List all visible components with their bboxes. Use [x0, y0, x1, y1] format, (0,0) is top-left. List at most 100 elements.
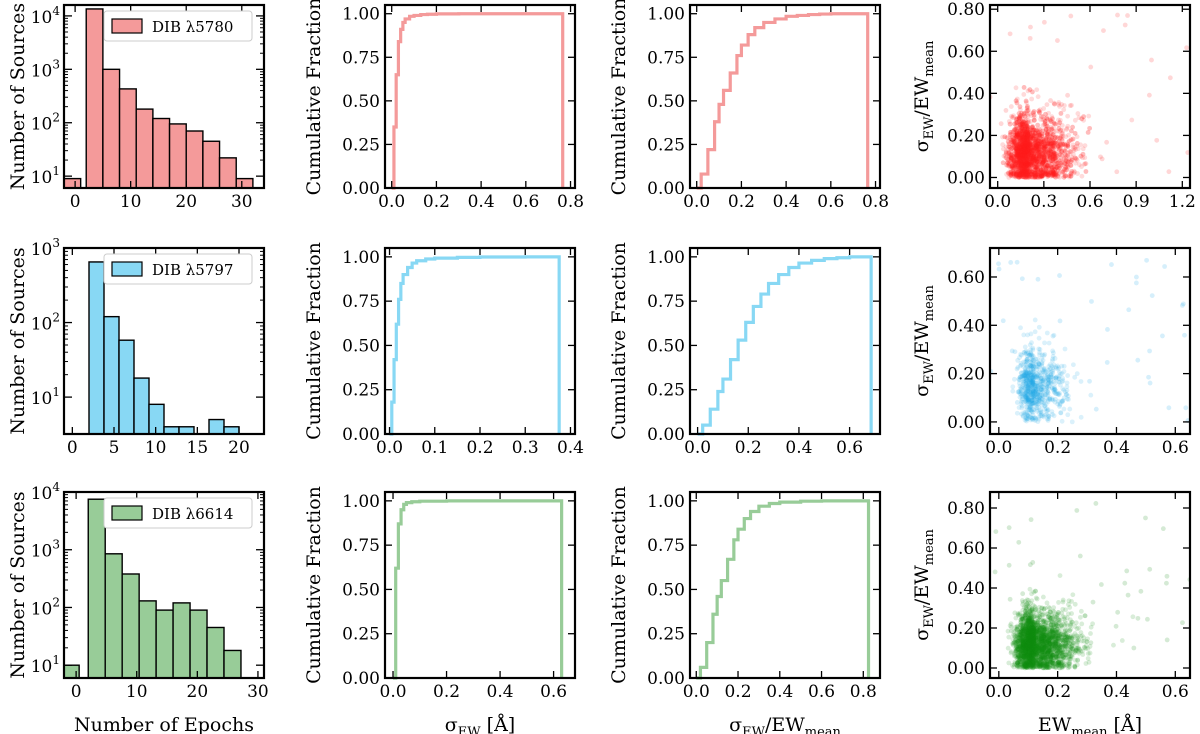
scatter-point [1044, 157, 1050, 162]
scatter-point [1013, 169, 1019, 174]
scatter-point [1015, 164, 1021, 170]
scatter-point [1025, 146, 1031, 152]
scatter-point [1024, 147, 1030, 153]
scatter-point [1031, 147, 1036, 153]
scatter-point [1026, 394, 1031, 400]
scatter-point [1028, 141, 1034, 147]
scatter-point [1033, 165, 1039, 170]
cdf-y-tick-label-0: 0.00 [342, 669, 380, 689]
cdf-y-tick-label-2: 0.50 [647, 92, 685, 112]
scatter-point [1041, 158, 1047, 164]
scatter-point [1017, 139, 1022, 145]
scatter-point [1023, 147, 1029, 153]
scatter-point [1030, 347, 1036, 353]
scatter-point [1014, 131, 1020, 137]
scatter-point [1016, 389, 1022, 394]
scatter-point [1017, 377, 1023, 382]
scatter-point [1020, 142, 1026, 147]
scatter-point [1056, 147, 1062, 152]
scatter-point [1019, 145, 1025, 151]
scatter-point [1039, 114, 1044, 119]
scatter-point [1022, 145, 1028, 150]
scatter-point [1050, 138, 1056, 143]
hist-x-tick-label: 10 [145, 438, 167, 458]
scatter-point [1013, 146, 1019, 152]
scatter-point [1035, 122, 1041, 128]
scatter-point [1025, 131, 1031, 136]
scatter-point [1048, 169, 1054, 175]
scatter-point [1030, 145, 1036, 150]
scatter-point [1031, 145, 1037, 150]
scatter-point [1043, 166, 1049, 172]
scatter-point [1015, 154, 1020, 160]
scatter-point [1014, 131, 1020, 137]
scatter-point [1020, 145, 1026, 151]
scatter-point [1078, 142, 1083, 148]
hist-bar [85, 8, 104, 189]
scatter-point [1026, 151, 1032, 157]
scatter-point [1017, 160, 1022, 166]
scatter-point [1017, 169, 1023, 175]
scatter-point [1022, 133, 1028, 139]
scatter-point [1027, 136, 1033, 142]
scatter-point [1031, 154, 1037, 160]
scatter-point [1019, 128, 1025, 134]
scatter-point [1125, 13, 1130, 18]
scatter-point [996, 261, 1001, 267]
scatter-point [1008, 171, 1014, 177]
scatter-point [1004, 171, 1010, 177]
scatter-point [1025, 385, 1031, 391]
scatter-point [1023, 161, 1029, 167]
scatter-point [1090, 621, 1095, 627]
scatter-point [1019, 114, 1025, 120]
scatter-point [1036, 138, 1042, 144]
scatter-point [1000, 142, 1006, 148]
scatter-point [1058, 155, 1064, 161]
scatter-point [1025, 130, 1030, 136]
scatter-point [1022, 145, 1027, 151]
scatter-point [1040, 167, 1046, 173]
scatter-point [1033, 171, 1039, 177]
cdf-frame [383, 490, 577, 680]
scatter-point [1021, 166, 1027, 172]
scatter-point [1034, 165, 1040, 171]
hist-x-tick-label: 15 [187, 438, 209, 458]
scatter-point [1018, 161, 1024, 167]
scatter-point [1032, 130, 1038, 136]
scatter-point [1016, 138, 1022, 144]
scatter-point [1068, 159, 1074, 165]
scatter-point [1025, 143, 1030, 149]
scatter-point [1018, 161, 1023, 167]
scatter-point [1021, 168, 1027, 174]
scatter-point [1042, 121, 1048, 126]
scatter-point [1022, 126, 1028, 132]
scatter-point [1019, 137, 1025, 143]
scatter-point [1068, 163, 1074, 168]
scatter-point [1031, 151, 1037, 157]
scatter-point [1022, 161, 1027, 167]
scatter-point [1071, 148, 1077, 153]
scatter-point [1039, 173, 1045, 179]
scatter-y-tick-label-1: 0.20 [947, 365, 985, 385]
scatter-point [1045, 157, 1051, 163]
scatter-point [1038, 149, 1044, 155]
scatter-point [1025, 132, 1031, 138]
scatter-point [1050, 356, 1055, 362]
scatter-point [1020, 167, 1025, 173]
scatter-point [1056, 157, 1062, 163]
scatter-point [1019, 172, 1024, 178]
scatter-point [1019, 110, 1025, 116]
scatter-point [1018, 155, 1024, 160]
scatter-point [1012, 148, 1018, 154]
scatter-point [1019, 121, 1025, 127]
scatter-point [1024, 171, 1030, 177]
scatter-point [1044, 149, 1050, 155]
scatter-point [1055, 38, 1060, 43]
scatter-point [1020, 156, 1025, 162]
scatter-point [1016, 160, 1021, 166]
scatter-point [1037, 174, 1043, 180]
scatter-point [1055, 160, 1060, 166]
scatter-point [1063, 155, 1069, 161]
scatter-point [1023, 167, 1029, 173]
scatter-point [1024, 162, 1030, 168]
